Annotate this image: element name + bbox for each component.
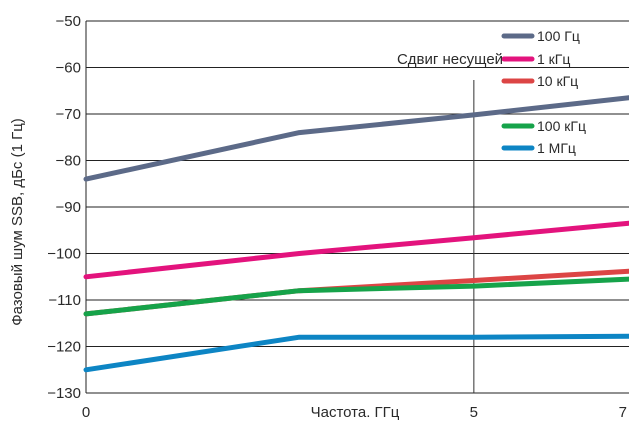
legend-label: 100 Гц xyxy=(537,28,580,44)
y-tick-label: −120 xyxy=(47,339,81,356)
y-tick-label: −100 xyxy=(47,246,81,263)
legend-label: 1 кГц xyxy=(537,51,570,67)
y-axis-title: Фазовый шум SSB, дБс (1 Гц) xyxy=(9,118,26,326)
legend-label: 100 кГц xyxy=(537,118,586,134)
y-tick-label: −110 xyxy=(48,292,81,309)
y-tick-label: −60 xyxy=(56,60,81,77)
y-tick-label: −70 xyxy=(56,106,81,123)
y-tick-labels: −50 −60 −70 −80 −90 −100 −110 −120 −130 xyxy=(47,13,81,402)
series-line-1 xyxy=(83,95,629,182)
x-tick-label: 7 xyxy=(619,404,627,421)
legend-label: 10 кГц xyxy=(537,73,578,89)
series-lines xyxy=(83,95,629,373)
series-line-5 xyxy=(83,333,629,373)
legend-label: 1 МГц xyxy=(537,140,576,156)
series-line-4 xyxy=(83,276,629,317)
x-axis-title: Частота. ГГц xyxy=(311,404,400,421)
x-tick-label: 5 xyxy=(470,404,478,421)
legend: 100 Гц 1 кГц 10 кГц 100 кГц 1 МГц xyxy=(501,28,586,156)
legend-title: Сдвиг несущей xyxy=(397,51,503,68)
y-tick-label: −50 xyxy=(56,13,81,30)
y-tick-label: −80 xyxy=(56,153,81,170)
x-tick-label: 0 xyxy=(82,404,90,421)
y-tick-label: −90 xyxy=(56,199,81,216)
x-tick-labels: 0 5 7 xyxy=(82,404,627,421)
y-tick-label: −130 xyxy=(47,385,81,402)
series-line-2 xyxy=(83,220,629,280)
